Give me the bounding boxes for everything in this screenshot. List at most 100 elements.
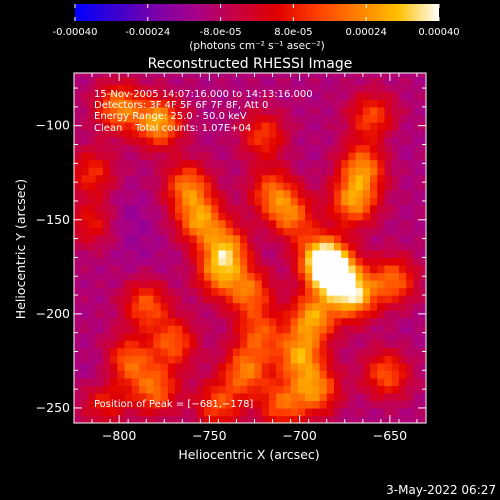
heatmap-cell — [218, 76, 227, 85]
heatmap-cell — [254, 340, 263, 349]
heatmap-cell — [355, 362, 364, 371]
heatmap-cell — [131, 317, 140, 326]
heatmap-cell — [175, 295, 183, 304]
heatmap-cell — [377, 407, 386, 417]
heatmap-cell — [138, 272, 147, 281]
heatmap-cell — [341, 287, 349, 296]
heatmap-cell — [305, 121, 313, 131]
heatmap-cell — [362, 332, 371, 341]
heatmap-cell — [348, 264, 357, 274]
heatmap-cell — [110, 385, 118, 394]
heatmap-cell — [175, 355, 183, 364]
heatmap-cell — [175, 415, 183, 423]
heatmap-cell — [297, 310, 306, 319]
heatmap-cell — [211, 114, 220, 123]
heatmap-cell — [110, 310, 118, 319]
heatmap-cell — [370, 332, 378, 341]
heatmap-cell — [333, 234, 342, 243]
heatmap-cell — [355, 152, 364, 161]
heatmap-cell — [348, 219, 357, 228]
heatmap-cell — [319, 400, 328, 409]
heatmap-cell — [413, 370, 422, 379]
heatmap-cell — [153, 295, 162, 304]
heatmap-cell — [74, 317, 82, 326]
heatmap-cell — [247, 212, 256, 221]
heatmap-cell — [225, 73, 234, 78]
heatmap-cell — [240, 121, 248, 131]
heatmap-cell — [240, 347, 248, 356]
heatmap-cell — [95, 257, 104, 266]
heatmap-cell — [110, 249, 118, 259]
heatmap-cell — [117, 392, 126, 402]
heatmap-cell — [377, 167, 386, 176]
heatmap-cell — [160, 242, 169, 251]
heatmap-cell — [276, 302, 284, 311]
heatmap-cell — [312, 272, 321, 281]
heatmap-cell — [333, 302, 342, 311]
heatmap-cell — [175, 212, 183, 221]
heatmap-cell — [319, 272, 328, 281]
heatmap-cell — [110, 204, 118, 213]
heatmap-cell — [370, 167, 378, 176]
heatmap-cell — [370, 182, 378, 191]
heatmap-cell — [88, 136, 97, 146]
heatmap-cell — [138, 91, 147, 100]
heatmap-cell — [341, 129, 349, 138]
heatmap-cell — [196, 152, 205, 161]
heatmap-cell — [203, 144, 212, 153]
heatmap-cell — [146, 99, 155, 108]
heatmap-cell — [146, 242, 155, 251]
heatmap-cell — [189, 84, 198, 93]
heatmap-cell — [240, 212, 248, 221]
heatmap-cell — [211, 91, 220, 100]
heatmap-cell — [95, 84, 104, 93]
heatmap-cell — [391, 227, 400, 236]
heatmap-cell — [160, 76, 169, 85]
heatmap-cell — [305, 129, 313, 138]
heatmap-cell — [355, 347, 364, 356]
heatmap-cell — [413, 76, 422, 85]
heatmap-cell — [362, 257, 371, 266]
heatmap-cell — [88, 219, 97, 228]
heatmap-cell — [247, 227, 256, 236]
heatmap-cell — [95, 73, 104, 78]
heatmap-cell — [413, 242, 422, 251]
heatmap-cell — [319, 332, 328, 341]
heatmap-cell — [326, 400, 335, 409]
heatmap-cell — [81, 152, 90, 161]
heatmap-cell — [124, 159, 133, 168]
heatmap-cell — [153, 362, 162, 371]
annotation-block: 15-Nov-2005 14:07:16.000 to 14:13:16.000… — [94, 89, 313, 134]
heatmap-cell — [377, 242, 386, 251]
heatmap-cell — [377, 272, 386, 281]
heatmap-cell — [268, 159, 277, 168]
heatmap-cell — [333, 279, 342, 289]
heatmap-cell — [131, 114, 140, 123]
heatmap-cell — [240, 279, 248, 289]
heatmap-cell — [391, 407, 400, 417]
heatmap-cell — [261, 144, 270, 153]
heatmap-cell — [88, 182, 97, 191]
heatmap-cell — [124, 114, 133, 123]
heatmap-cell — [377, 257, 386, 266]
heatmap-cell — [95, 295, 104, 304]
heatmap-cell — [305, 174, 313, 183]
heatmap-cell — [355, 182, 364, 191]
heatmap-cell — [232, 400, 241, 409]
heatmap-cell — [218, 407, 227, 417]
heatmap-cell — [81, 272, 90, 281]
heatmap-cell — [406, 295, 414, 304]
heatmap-cell — [276, 392, 284, 402]
heatmap-cell — [203, 355, 212, 364]
heatmap-cell — [391, 302, 400, 311]
heatmap-cell — [189, 302, 198, 311]
heatmap-cell — [74, 189, 82, 198]
heatmap-cell — [384, 91, 393, 100]
heatmap-cell — [276, 152, 284, 161]
heatmap-cell — [160, 272, 169, 281]
heatmap-cell — [153, 227, 162, 236]
heatmap-cell — [261, 264, 270, 274]
heatmap-cell — [232, 129, 241, 138]
heatmap-cell — [254, 385, 263, 394]
heatmap-cell — [391, 310, 400, 319]
